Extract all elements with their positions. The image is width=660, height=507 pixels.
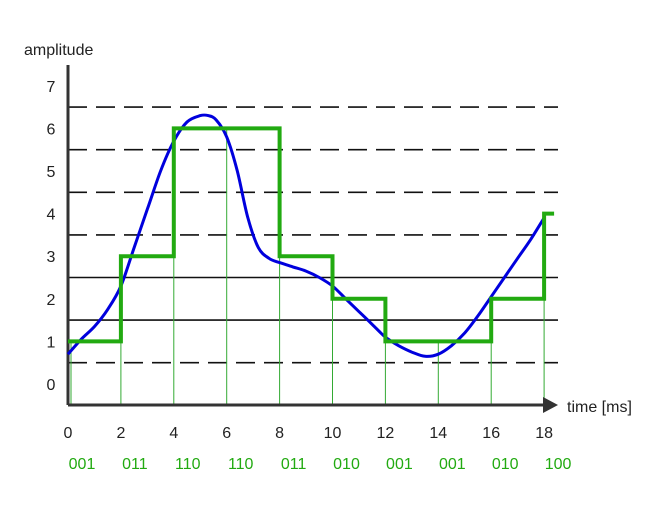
x-axis-arrow bbox=[543, 397, 558, 413]
x-tick-label: 16 bbox=[482, 425, 500, 442]
y-tick-label: 0 bbox=[47, 377, 56, 394]
y-axis-label: amplitude bbox=[24, 42, 93, 59]
analog-signal-line bbox=[66, 113, 546, 358]
y-tick-label: 4 bbox=[47, 207, 56, 224]
y-tick-label: 5 bbox=[47, 164, 56, 181]
axes bbox=[66, 65, 558, 413]
y-tick-label: 3 bbox=[47, 249, 56, 266]
threshold-lines bbox=[68, 106, 558, 364]
x-tick-label: 4 bbox=[169, 425, 178, 442]
y-tick-label: 6 bbox=[47, 121, 56, 138]
y-tick-label: 1 bbox=[47, 334, 56, 351]
binary-code-label: 011 bbox=[281, 456, 307, 473]
binary-code-label: 001 bbox=[386, 456, 413, 473]
x-tick-label: 6 bbox=[222, 425, 231, 442]
binary-code-label: 110 bbox=[175, 456, 201, 473]
binary-code-label: 010 bbox=[333, 456, 360, 473]
x-axis-label: time [ms] bbox=[567, 399, 632, 416]
binary-codes: 001 011 110 110 011 010 001 001 010 100 bbox=[69, 456, 572, 473]
y-tick-label: 7 bbox=[47, 79, 56, 96]
binary-code-label: 010 bbox=[492, 456, 519, 473]
sample-lines bbox=[70, 128, 545, 405]
x-tick-label: 2 bbox=[116, 425, 125, 442]
binary-code-label: 110 bbox=[228, 456, 254, 473]
x-tick-label: 18 bbox=[535, 425, 553, 442]
x-tick-label: 8 bbox=[275, 425, 284, 442]
binary-code-label: 100 bbox=[545, 456, 572, 473]
x-tick-label: 0 bbox=[64, 425, 73, 442]
x-tick-label: 14 bbox=[429, 425, 447, 442]
binary-code-label: 011 bbox=[122, 456, 148, 473]
binary-code-label: 001 bbox=[439, 456, 466, 473]
binary-code-label: 001 bbox=[69, 456, 96, 473]
y-tick-label: 2 bbox=[47, 292, 56, 309]
x-tick-label: 12 bbox=[377, 425, 395, 442]
x-tick-label: 10 bbox=[324, 425, 342, 442]
quantized-signal-line bbox=[68, 126, 555, 344]
